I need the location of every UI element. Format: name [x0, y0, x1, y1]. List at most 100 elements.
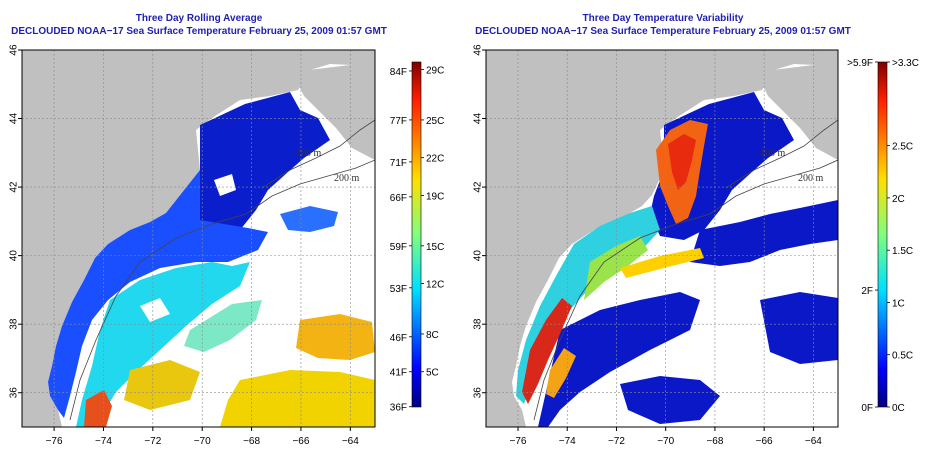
right-y-tick-label: 38 — [473, 318, 484, 330]
left-colorbar-label-f: 46F — [390, 333, 407, 344]
left-contour-100m — [261, 119, 375, 189]
left-colorbar-label-c: 12C — [426, 280, 444, 291]
right-x-tick-label: −70 — [657, 436, 674, 447]
left-colorbar-label-f: 84F — [390, 67, 407, 78]
left-colorbar-label-f: 59F — [390, 242, 407, 253]
left-gulf-stream-1 — [296, 314, 375, 360]
left-y-tick-label: 40 — [9, 250, 20, 262]
left-colorbar-label-c: 29C — [426, 66, 444, 77]
right-x-tick-label: −64 — [805, 436, 822, 447]
right-gridlines — [486, 50, 838, 427]
right-high-variability-gom-core — [668, 134, 696, 190]
left-y-tick-label: 46 — [9, 44, 20, 56]
right-shelf-variability-orange — [546, 348, 576, 398]
left-contour-label-100: 100 m — [296, 148, 322, 159]
right-shelf-variability-green — [584, 236, 648, 300]
left-gulf-stream-2 — [220, 370, 375, 427]
right-colorbar-label-f: >5.9F — [847, 58, 873, 69]
left-colorbar-label-c: 15C — [426, 242, 444, 253]
left-gridlines — [22, 50, 375, 427]
right-title: Three Day Temperature Variability — [583, 13, 744, 24]
left-colorbar-label-c: 25C — [426, 116, 444, 127]
left-shelf-water — [48, 170, 268, 418]
right-contour-100m — [725, 119, 838, 189]
right-colorbar — [877, 61, 888, 408]
right-x-tick-label: −74 — [559, 436, 576, 447]
left-colorbar-label-c: 22C — [426, 154, 444, 165]
left-offshore-patch — [280, 206, 338, 232]
right-low-variability-se — [760, 292, 838, 364]
right-y-tick-label: 42 — [473, 181, 484, 193]
left-slope-water-2 — [184, 300, 262, 352]
left-x-tick-label: −76 — [46, 436, 63, 447]
left-colorbar — [411, 61, 422, 408]
right-y-tick-label: 44 — [473, 113, 484, 125]
right-low-variability-offshore — [690, 200, 838, 266]
left-x-tick-label: −66 — [292, 436, 309, 447]
right-x-tick-label: −72 — [608, 436, 625, 447]
left-x-tick-label: −64 — [342, 436, 359, 447]
left-x-tick-label: −70 — [194, 436, 211, 447]
left-gulf-stream-3 — [124, 360, 200, 410]
right-contour-label-200: 200 m — [798, 173, 824, 184]
left-land — [22, 50, 375, 427]
right-low-variability-bottom — [620, 376, 720, 424]
right-map: 100 m 200 m — [486, 50, 838, 427]
left-cloud-1 — [262, 252, 330, 288]
left-cloud-3 — [140, 298, 170, 322]
right-colorbar-label-c: 0C — [892, 403, 905, 414]
right-contour-label-100: 100 m — [760, 148, 786, 159]
right-y-tick-label: 40 — [473, 250, 484, 262]
left-title: Three Day Rolling Average — [136, 13, 263, 24]
right-y-tick-label: 46 — [473, 44, 484, 56]
left-nova-scotia — [292, 62, 375, 160]
left-x-tick-label: −72 — [144, 436, 161, 447]
left-colorbar-label-f: 36F — [390, 403, 407, 414]
left-colorbar-label-f: 77F — [390, 116, 407, 127]
left-cloud-2 — [214, 174, 236, 196]
left-warm-core — [84, 390, 112, 427]
right-colorbar-label-c: 2C — [892, 194, 905, 205]
right-shelf-variability-red — [522, 298, 572, 404]
panel-right: Three Day Temperature Variability DECLOU… — [473, 13, 919, 447]
left-contour-label-200: 200 m — [334, 173, 360, 184]
left-colorbar-labels: 29C 25C 22C 19C 15C 12C 8C 5C 84F 77F 71F 66F 59F 53F… — [390, 66, 445, 414]
right-colorbar-label-c: 2.5C — [892, 142, 913, 153]
left-gulf-of-maine — [186, 92, 330, 240]
left-colorbar-label-c: 5C — [426, 368, 439, 379]
left-y-tick-label: 44 — [9, 113, 20, 125]
right-colorbar-label-f: 2F — [861, 286, 873, 297]
left-contour-200m — [69, 159, 375, 421]
left-colorbar-label-c: 19C — [426, 191, 444, 202]
right-x-tick-label: −66 — [756, 436, 773, 447]
right-colorbar-label-f: 0F — [861, 403, 873, 414]
right-colorbar-label-c: 1C — [892, 298, 905, 309]
right-low-variability-south — [538, 292, 700, 427]
right-land — [486, 50, 838, 427]
right-axis-ticks: −76 −74 −72 −70 −68 −66 −64 36 38 40 42 44 46 — [473, 44, 823, 447]
right-colorbar-labels: >3.3C 2.5C 2C 1.5C 1C 0.5C 0C >5.9F 2F 0F — [847, 58, 919, 414]
right-x-tick-label: −76 — [510, 436, 527, 447]
panel-left: Three Day Rolling Average DECLOUDED NOAA… — [9, 13, 445, 447]
right-colorbar-label-c: 1.5C — [892, 246, 913, 257]
left-map: 100 m 200 m — [22, 50, 375, 427]
left-y-tick-label: 42 — [9, 181, 20, 193]
left-x-tick-label: −74 — [95, 436, 112, 447]
left-axis-ticks: −76 −74 −72 −70 −68 −66 −64 36 38 40 42 44 46 — [9, 44, 360, 447]
left-subtitle: DECLOUDED NOAA−17 Sea Surface Temperatur… — [11, 26, 387, 37]
left-colorbar-label-c: 8C — [426, 330, 439, 341]
right-contour-200m — [533, 159, 838, 421]
right-colorbar-label-c: >3.3C — [892, 58, 919, 69]
left-x-tick-label: −68 — [243, 436, 260, 447]
left-map-frame — [21, 49, 376, 428]
right-x-tick-label: −68 — [706, 436, 723, 447]
right-map-frame — [485, 49, 839, 428]
left-colorbar-label-f: 41F — [390, 368, 407, 379]
left-slope-water — [76, 262, 250, 427]
left-colorbar-label-f: 53F — [390, 284, 407, 295]
right-subtitle: DECLOUDED NOAA−17 Sea Surface Temperatur… — [475, 26, 851, 37]
right-y-tick-label: 36 — [473, 387, 484, 399]
left-y-tick-label: 38 — [9, 318, 20, 330]
left-colorbar-label-f: 71F — [390, 158, 407, 169]
